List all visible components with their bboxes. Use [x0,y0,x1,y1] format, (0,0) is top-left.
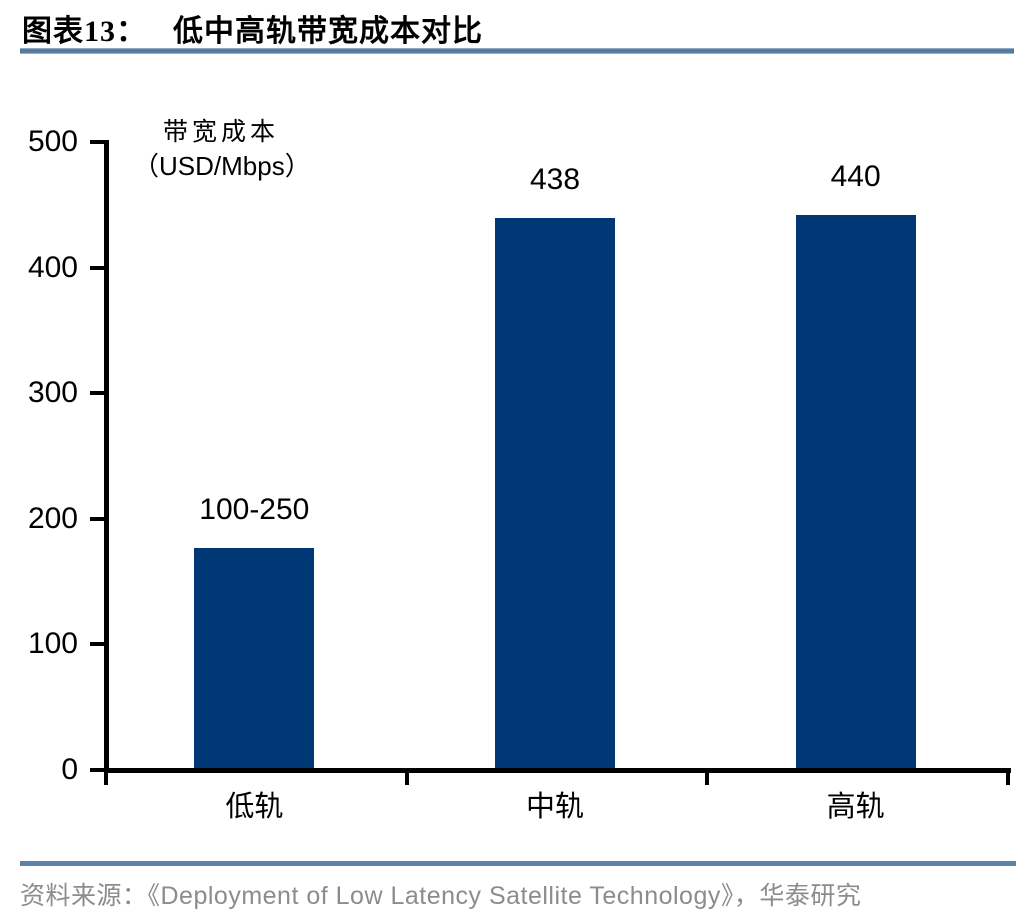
y-axis-line [104,140,109,773]
bar-value-label: 100-250 [199,493,310,527]
y-axis-tick-label: 0 [61,753,78,786]
figure-title-text: 低中高轨带宽成本对比 [173,15,483,48]
bar-value-label: 440 [830,160,881,194]
bar-chart-plot: 带宽成本 （USD/Mbps） 0 100 200 300 400 500 100-250 低… [27,116,1011,823]
x-axis-tick [705,768,710,785]
chart-header: 图表13： 低中高轨带宽成本对比 [22,6,1016,50]
x-axis-tick [1006,768,1010,785]
y-axis-tick-label: 400 [27,250,78,284]
x-axis-category-label: 高轨 [826,791,885,823]
y-axis-tick-label: 500 [27,125,78,158]
y-axis-tick [90,265,104,270]
x-axis-tick [404,768,409,785]
y-axis-tick-label: 200 [27,501,78,535]
bar-中轨 [495,217,615,768]
figure-label: 图表13： [22,15,147,48]
y-axis-tick [90,391,104,396]
chart-title: 图表13： 低中高轨带宽成本对比 [22,6,1016,50]
footer-divider-rule [20,861,1016,866]
y-axis-tick [90,516,104,521]
y-axis-tick [90,768,104,772]
x-axis-category-label: 中轨 [525,791,584,823]
x-axis-category-label: 低轨 [225,791,284,823]
y-axis-unit-label: 带宽成本 （USD/Mbps） [133,116,311,182]
y-axis-tick [90,642,104,647]
x-axis-tick [104,768,108,785]
y-axis-tick [90,140,104,144]
source-attribution: 资料来源：《Deployment of Low Latency Satellit… [20,882,862,910]
title-divider-rule [20,48,1014,54]
y-axis-tick-label: 100 [27,627,78,661]
x-axis-line [104,768,1011,773]
bar-低轨 [194,548,315,768]
y-axis-unit-line2: （USD/Mbps） [133,151,311,181]
bar-value-label: 438 [529,162,581,196]
y-axis-unit-line1: 带宽成本 [162,119,279,146]
y-axis-tick-label: 300 [27,376,78,410]
bar-高轨 [795,215,916,768]
